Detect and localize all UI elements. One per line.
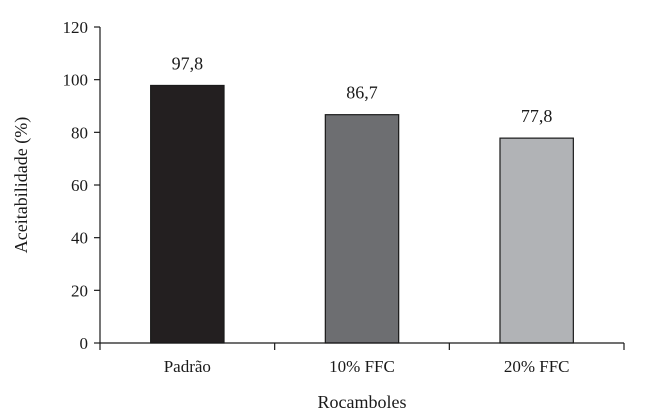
bar-value-label: 97,8 — [172, 53, 204, 73]
x-category-label: 20% FFC — [504, 357, 570, 376]
bar-3 — [499, 137, 574, 344]
bar-1 — [150, 84, 225, 344]
bar-value-label: 77,8 — [521, 106, 553, 126]
bar-series — [150, 84, 574, 344]
bar-value-label: 86,7 — [346, 83, 378, 103]
y-axis-ticks: 0 20 40 60 80 100 120 — [63, 18, 100, 353]
x-category-label: Padrão — [164, 357, 211, 376]
y-tick-label: 20 — [71, 281, 88, 300]
x-category-label: 10% FFC — [329, 357, 395, 376]
y-tick-label: 120 — [63, 18, 89, 37]
y-axis-title: Aceitabilidade (%) — [11, 117, 32, 253]
x-axis-title: Rocamboles — [318, 392, 407, 412]
y-tick-label: 40 — [71, 229, 88, 248]
y-tick-label: 0 — [80, 334, 89, 353]
category-labels: Padrão 10% FFC 20% FFC — [164, 357, 570, 376]
y-tick-label: 100 — [63, 71, 89, 90]
x-axis-ticks — [99, 343, 625, 350]
y-tick-label: 60 — [71, 176, 88, 195]
data-labels: 97,8 86,7 77,8 — [172, 53, 553, 126]
bar-2 — [324, 114, 400, 344]
y-tick-label: 80 — [71, 123, 88, 142]
